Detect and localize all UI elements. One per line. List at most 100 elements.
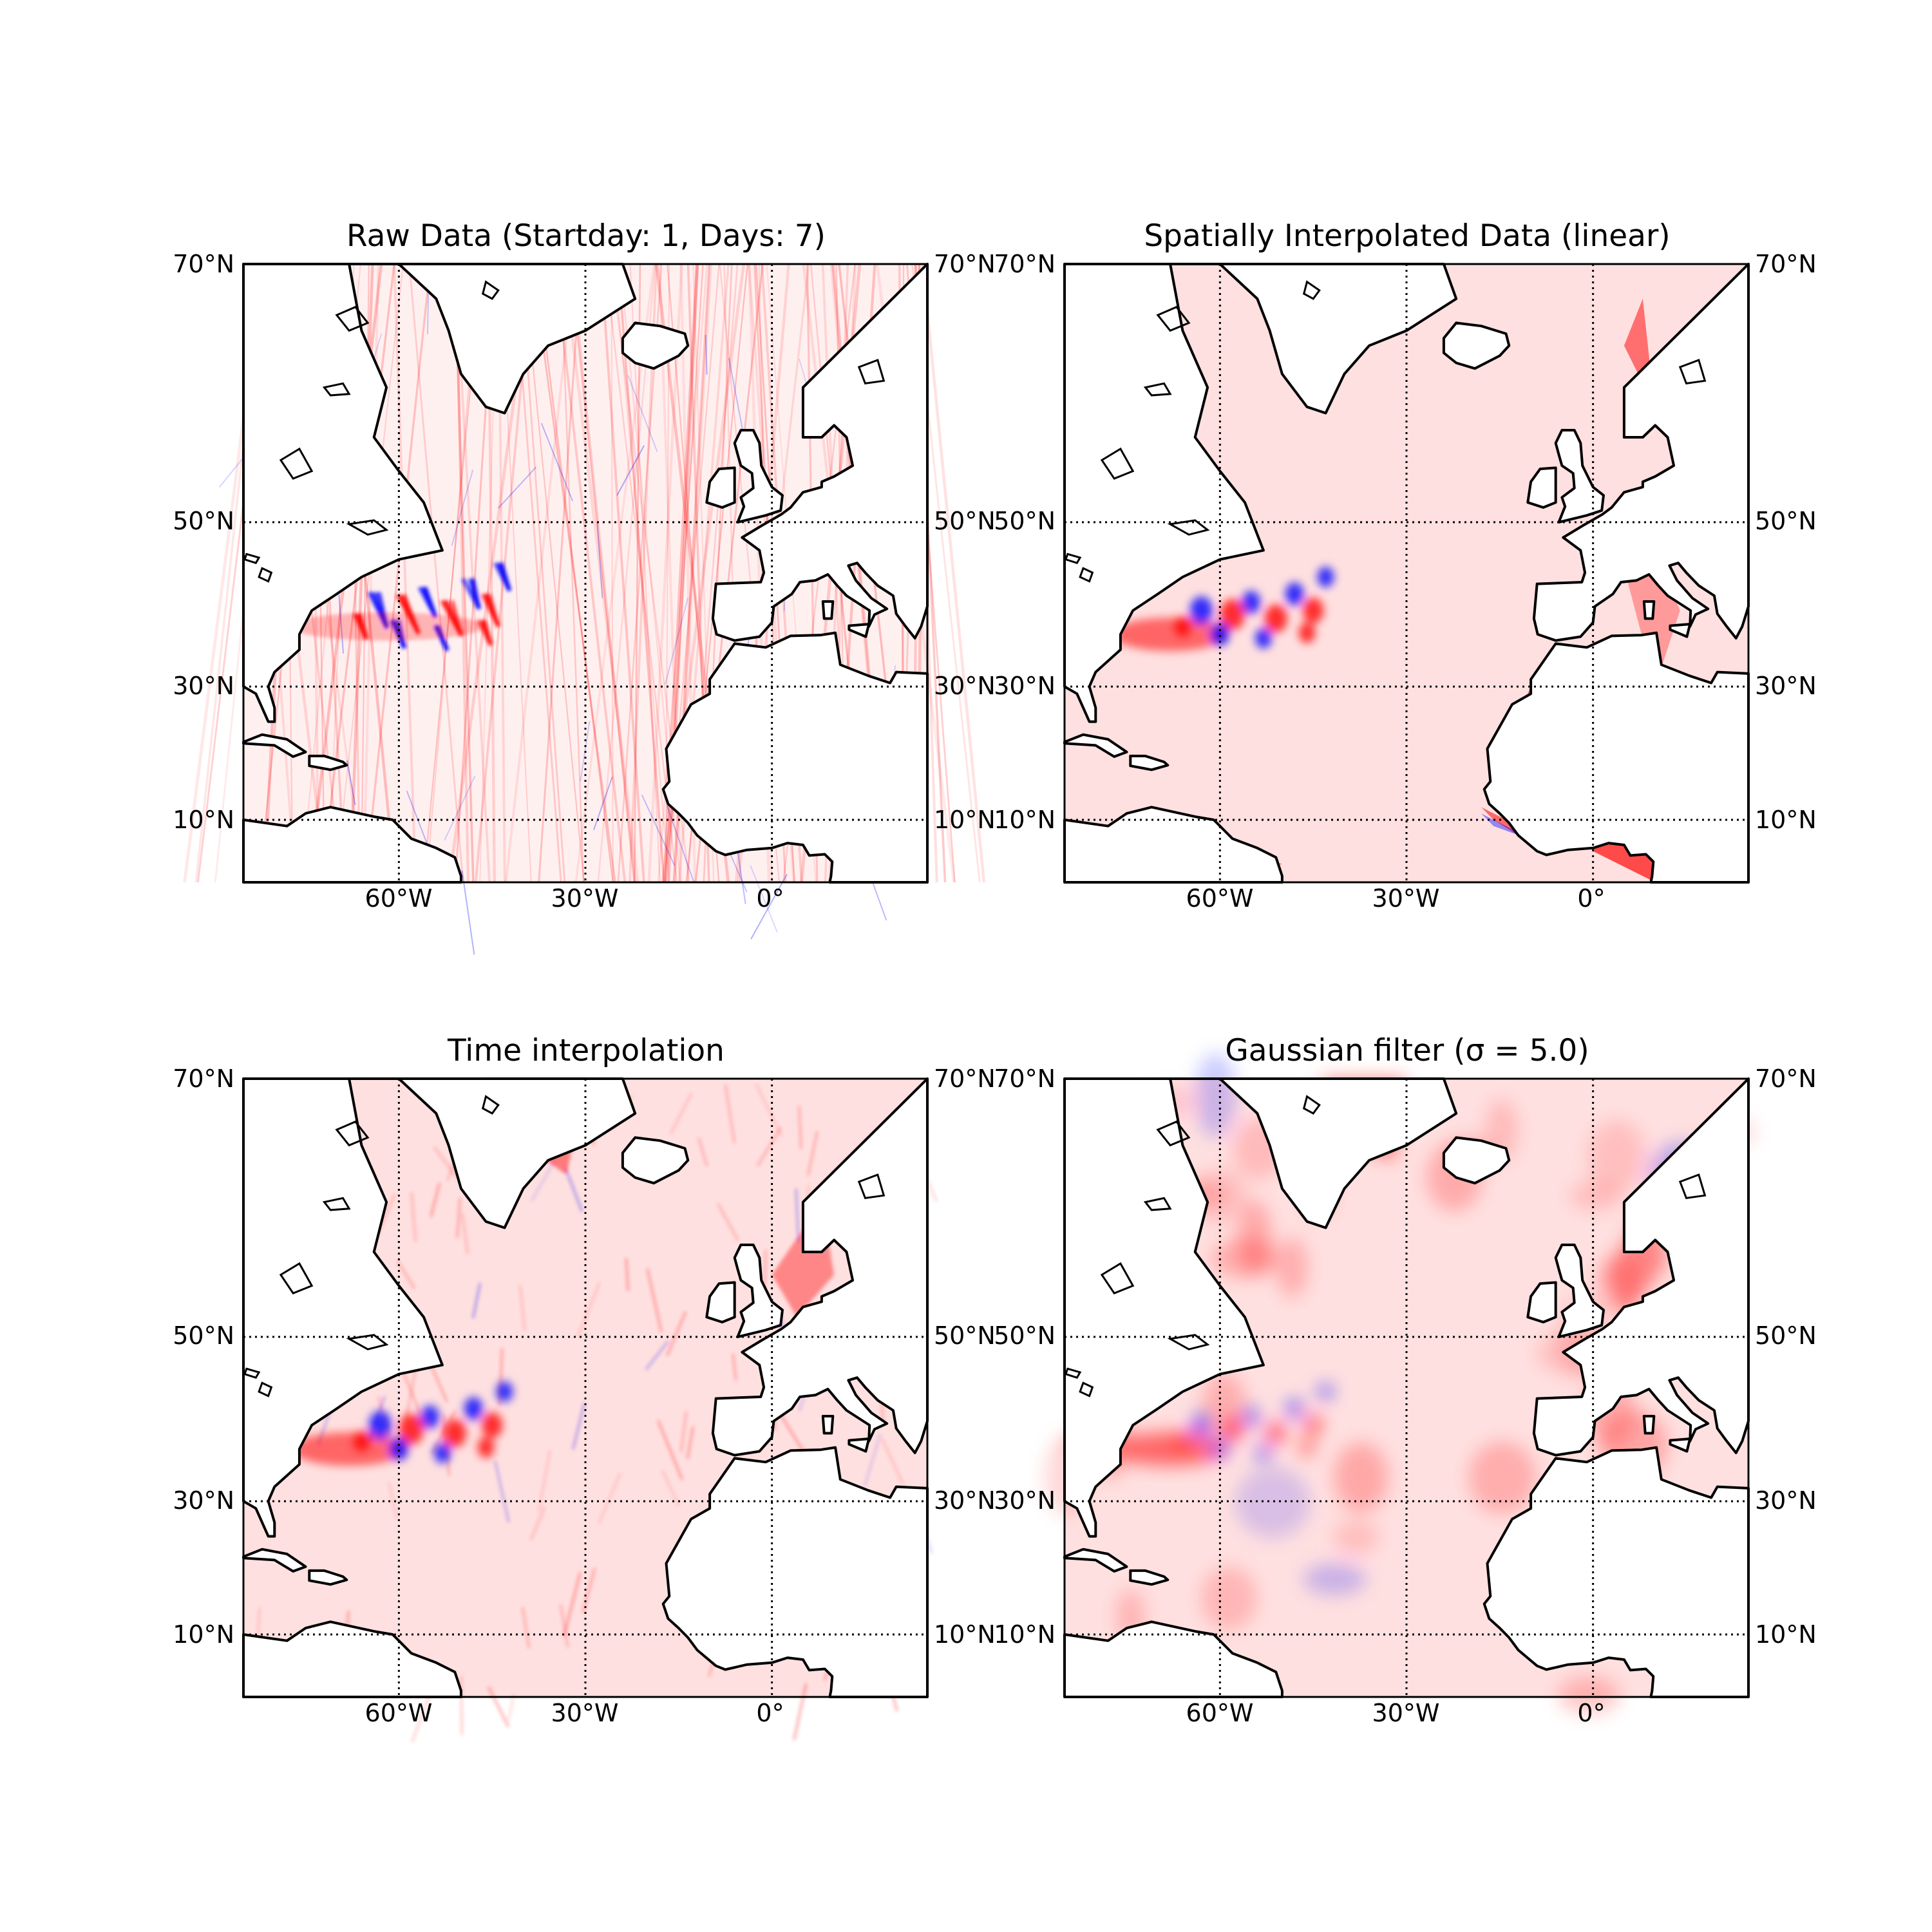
lake-outline	[243, 1367, 261, 1379]
xtick-label: 60°W	[1186, 1699, 1254, 1727]
axes-frame-raw	[242, 263, 929, 884]
landmass-cuba	[242, 733, 307, 758]
ytick-label: 10°N	[173, 806, 234, 834]
landmass-africa	[661, 631, 929, 884]
ytick-label: 70°N	[934, 250, 996, 278]
landmass-sicily	[848, 623, 871, 638]
landmass-ireland	[705, 1281, 736, 1323]
ytick-label: 70°N	[1755, 250, 1817, 278]
ytick-label: 70°N	[934, 1065, 996, 1093]
landmass-ireland	[705, 466, 736, 509]
lake-outline	[1079, 1381, 1094, 1397]
ytick-label: 50°N	[1755, 507, 1817, 535]
ytick-label: 30°N	[173, 672, 234, 700]
ytick-label: 50°N	[173, 507, 234, 535]
landmass-africa	[1482, 631, 1750, 884]
gulf-stream-eddies	[1112, 1384, 1332, 1466]
xtick-label: 30°W	[551, 1699, 619, 1727]
xtick-label: 0°	[756, 1699, 784, 1727]
landmass-sicily	[1669, 623, 1692, 638]
ytick-label: 50°N	[934, 507, 996, 535]
lake-outline	[1156, 305, 1191, 332]
ytick-label: 30°N	[934, 672, 996, 700]
xtick-label: 0°	[1577, 884, 1605, 913]
landmass-hispaniola	[308, 1569, 348, 1586]
panel-spatial-interpolation: Spatially Interpolated Data (linear) 60°…	[994, 218, 1817, 913]
y-ticks-right-raw: 70°N 50°N 30°N 10°N	[934, 250, 996, 834]
lake-outline	[481, 1095, 500, 1115]
panel-time-interpolation: Time interpolation 60°W 30°W 0° 70°N 50°…	[173, 1033, 996, 1743]
panel-title-gauss: Gaussian filter (σ = 5.0)	[1225, 1033, 1589, 1068]
x-ticks-time: 60°W 30°W 0°	[365, 1699, 784, 1727]
map-area-spatial	[1063, 263, 1750, 884]
lake-outline	[857, 1173, 886, 1200]
lake-outline	[279, 1262, 314, 1295]
axes-frame-time	[242, 1077, 929, 1698]
lake-outline	[1302, 1095, 1321, 1115]
lake-outline	[1678, 1173, 1707, 1200]
landmass-iceland	[621, 321, 690, 370]
xtick-label: 30°W	[1372, 1699, 1440, 1727]
landmass-sardinia	[1642, 600, 1656, 620]
ytick-label: 10°N	[934, 806, 996, 834]
gulf-stream-eddies	[291, 1381, 513, 1466]
ytick-label: 10°N	[1755, 806, 1817, 834]
panel-title-time: Time interpolation	[447, 1033, 724, 1068]
landmass-hispaniola	[1129, 754, 1170, 772]
y-ticks-left-raw: 70°N 50°N 30°N 10°N	[173, 250, 234, 834]
lake-outline	[481, 280, 500, 300]
xtick-label: 30°W	[551, 884, 619, 913]
y-ticks-right-time: 70°N 50°N 30°N 10°N	[934, 1065, 996, 1649]
ytick-label: 70°N	[1755, 1065, 1817, 1093]
coastlines-raw	[242, 263, 929, 884]
ytick-label: 30°N	[994, 672, 1056, 700]
landmass-europe	[711, 1077, 929, 1457]
landmass-north-america	[242, 263, 444, 723]
xtick-label: 30°W	[1372, 884, 1440, 913]
lake-outline	[1302, 280, 1321, 300]
ytick-label: 30°N	[1755, 672, 1817, 700]
xtick-label: 0°	[756, 884, 784, 913]
landmass-africa	[1482, 1446, 1750, 1698]
panel-title-spatial: Spatially Interpolated Data (linear)	[1144, 218, 1670, 254]
lake-outline	[243, 553, 261, 564]
ytick-label: 50°N	[994, 507, 1056, 535]
landmass-cuba	[242, 1548, 307, 1573]
landmass-cuba	[1063, 1548, 1128, 1573]
ytick-label: 30°N	[994, 1486, 1056, 1515]
landmass-sardinia	[821, 600, 835, 620]
gulf-stream-eddies	[1112, 566, 1334, 651]
x-ticks-gauss: 60°W 30°W 0°	[1186, 1699, 1605, 1727]
map-area-time	[242, 1077, 938, 1743]
coastlines-gauss	[1063, 1077, 1750, 1698]
landmass-sicily	[1669, 1437, 1692, 1453]
lake-outline	[1079, 567, 1094, 583]
landmass-iceland	[621, 1136, 690, 1185]
lake-outline	[258, 1381, 273, 1397]
y-ticks-right-gauss: 70°N 50°N 30°N 10°N	[1755, 1065, 1817, 1649]
lake-outline	[335, 305, 370, 332]
axes-frame-gauss	[1063, 1077, 1750, 1698]
landmass-hispaniola	[308, 754, 348, 772]
lake-outline	[322, 1197, 351, 1211]
landmass-sicily	[848, 1437, 871, 1453]
lake-outline	[1143, 1197, 1172, 1211]
landmass-cuba	[1063, 733, 1128, 758]
landmass-north-america	[1063, 263, 1265, 723]
ytick-label: 50°N	[173, 1321, 234, 1350]
landmass-ireland	[1526, 1281, 1557, 1323]
ytick-label: 10°N	[173, 1620, 234, 1649]
panel-title-raw: Raw Data (Startday: 1, Days: 7)	[346, 218, 826, 254]
landmass-hispaniola	[1129, 1569, 1170, 1586]
ytick-label: 70°N	[994, 250, 1056, 278]
lake-outline	[335, 1120, 370, 1147]
axes-frame-spatial	[1063, 263, 1750, 884]
lake-outline	[1064, 553, 1082, 564]
lake-outline	[1100, 1262, 1135, 1295]
ytick-label: 10°N	[934, 1620, 996, 1649]
landmass-iceland	[1442, 1136, 1511, 1185]
xtick-label: 60°W	[365, 884, 433, 913]
landmass-africa	[661, 1446, 929, 1698]
lake-outline	[258, 567, 273, 583]
